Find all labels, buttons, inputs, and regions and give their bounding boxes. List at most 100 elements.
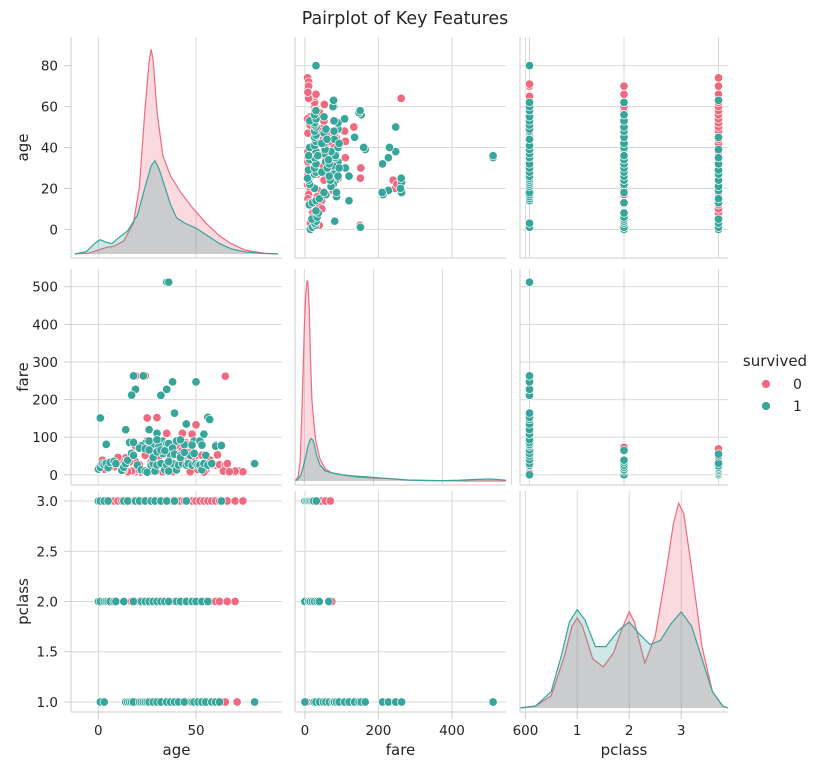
- point-survived-1: [713, 144, 724, 155]
- x-tick-label: 0: [301, 723, 310, 739]
- point-survived-1: [95, 413, 105, 423]
- point-survived-1: [187, 440, 197, 450]
- y-tick-label: 100: [32, 430, 58, 446]
- point-survived-0: [713, 81, 724, 91]
- point-survived-1: [123, 455, 133, 465]
- point-survived-1: [250, 697, 260, 707]
- point-survived-1: [216, 496, 226, 506]
- point-survived-1: [164, 596, 174, 607]
- point-survived-1: [524, 408, 535, 418]
- point-survived-1: [162, 384, 172, 394]
- point-survived-1: [488, 697, 498, 707]
- legend-label-survived-0: 0: [793, 377, 802, 393]
- point-survived-1: [189, 448, 199, 458]
- point-survived-1: [111, 596, 121, 607]
- point-survived-0: [311, 89, 321, 99]
- panel-fare-vs-pclass: [519, 269, 728, 486]
- kde-line-age-survived-0: [74, 49, 279, 255]
- point-survived-1: [340, 114, 350, 124]
- point-survived-1: [203, 596, 213, 607]
- point-survived-0: [232, 697, 242, 707]
- panel-pclass-vs-age: [70, 491, 282, 713]
- panel-fare-vs-fare: [294, 269, 513, 486]
- point-survived-1: [207, 459, 217, 469]
- point-survived-0: [191, 420, 201, 430]
- x-tick-label: 200: [366, 723, 392, 739]
- point-survived-1: [111, 459, 121, 469]
- point-survived-1: [713, 449, 724, 459]
- point-survived-1: [323, 155, 334, 165]
- point-survived-1: [311, 61, 321, 71]
- y-tick-label: 80: [41, 59, 58, 75]
- point-survived-1: [395, 183, 406, 193]
- y-tick-label: 1.0: [37, 695, 58, 711]
- panel-age-vs-fare: [294, 37, 526, 259]
- point-survived-1: [713, 95, 724, 105]
- y-tick-label: 2.5: [37, 544, 58, 560]
- point-survived-0: [396, 93, 406, 103]
- point-survived-1: [127, 390, 137, 400]
- kde-line-pclass-survived-1: [519, 608, 729, 709]
- point-survived-1: [524, 97, 535, 108]
- x-axis-label: pclass: [601, 741, 648, 759]
- legend: survived 0 1: [743, 352, 807, 415]
- point-survived-1: [138, 371, 148, 381]
- point-survived-1: [391, 147, 401, 157]
- point-survived-1: [524, 371, 535, 381]
- point-survived-1: [160, 446, 170, 456]
- point-survived-1: [333, 171, 343, 181]
- x-tick-label: 3: [677, 723, 686, 739]
- point-survived-1: [250, 459, 260, 469]
- point-survived-1: [619, 187, 629, 198]
- point-survived-1: [216, 440, 226, 451]
- point-survived-1: [152, 435, 162, 445]
- point-survived-1: [377, 159, 388, 169]
- kde-line-fare-survived-1: [294, 437, 507, 482]
- point-survived-1: [181, 419, 191, 429]
- kde-fill-pclass-survived-0: [520, 503, 728, 708]
- point-survived-1: [524, 218, 535, 228]
- panel-age-vs-pclass: [519, 37, 728, 259]
- point-survived-1: [619, 151, 629, 161]
- point-survived-1: [713, 132, 724, 142]
- y-tick-label: 400: [32, 317, 58, 333]
- point-survived-1: [205, 414, 215, 425]
- point-survived-1: [103, 496, 113, 506]
- y-tick-label: 0: [49, 222, 58, 238]
- y-tick-label: 20: [41, 181, 58, 197]
- point-survived-1: [377, 187, 387, 198]
- point-survived-1: [101, 439, 111, 449]
- point-survived-1: [350, 132, 360, 142]
- point-survived-1: [128, 450, 139, 460]
- point-survived-1: [322, 134, 332, 144]
- point-survived-0: [303, 87, 313, 97]
- point-survived-1: [396, 173, 406, 183]
- point-survived-1: [321, 124, 331, 134]
- point-survived-1: [713, 153, 724, 163]
- point-survived-1: [334, 163, 344, 173]
- point-survived-1: [164, 466, 174, 476]
- point-survived-1: [359, 142, 369, 153]
- point-survived-1: [128, 437, 139, 448]
- point-survived-1: [360, 697, 370, 707]
- point-survived-1: [191, 377, 201, 387]
- x-tick-label: 1: [573, 723, 582, 739]
- legend-marker-survived-0: [761, 379, 771, 389]
- point-survived-1: [713, 214, 724, 224]
- x-tick-label: 600: [513, 723, 539, 739]
- point-survived-1: [164, 277, 174, 287]
- point-survived-1: [169, 496, 180, 506]
- x-axis-label: age: [163, 741, 191, 759]
- x-tick-label: 0: [94, 723, 103, 739]
- y-axis-label: pclass: [14, 578, 32, 625]
- point-survived-1: [355, 222, 365, 232]
- legend-title: survived: [743, 352, 807, 370]
- point-survived-1: [384, 142, 395, 153]
- point-survived-1: [119, 596, 129, 607]
- point-survived-1: [199, 429, 209, 439]
- point-survived-1: [383, 153, 393, 163]
- point-survived-1: [324, 596, 334, 607]
- point-survived-1: [99, 697, 109, 707]
- point-survived-1: [168, 377, 178, 387]
